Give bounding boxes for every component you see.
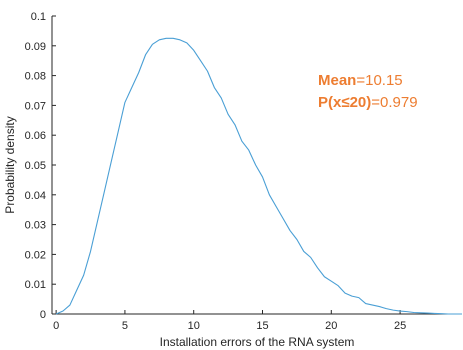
y-tick-label: 0.09 [25,41,46,53]
y-tick-label: 0.02 [25,249,46,261]
x-tick-label: 20 [325,320,337,332]
x-tick-label: 5 [122,320,128,332]
labels: Probability density Installation errors … [3,116,354,349]
y-tick-label: 0.07 [25,100,46,112]
ticks: 0 0.01 0.02 0.03 0.04 0.05 0.06 0.07 0.08 0.09 0.1… [25,11,407,332]
x-tick-label: 0 [53,320,59,332]
y-tick-label: 0.04 [25,190,46,202]
y-tick-label: 0.08 [25,71,46,83]
annotation-probability-key: P(x≤20) [318,94,371,111]
y-tick-label: 0.01 [25,279,46,291]
x-axis-label: Installation errors of the RNA system [160,335,355,349]
annotation-mean: Mean=10.15 [318,72,403,89]
series-layer [55,37,462,315]
y-axis-label: Probability density [3,116,17,213]
y-tick-label: 0.03 [25,220,46,232]
y-tick-label: 0.05 [25,160,46,172]
x-tick-label: 10 [188,320,200,332]
y-tick-label: 0.06 [25,130,46,142]
annotation-mean-value: =10.15 [356,72,402,89]
annotation-probability: P(x≤20)=0.979 [318,94,418,111]
annotation-probability-value: =0.979 [371,94,417,111]
x-tick-label: 15 [256,320,268,332]
y-tick-label: 0 [40,309,46,321]
annotations: Mean=10.15 P(x≤20)=0.979 [318,72,418,111]
axes [51,16,462,315]
y-tick-label: 0.1 [31,11,46,23]
x-tick-label: 25 [394,320,406,332]
pdf-curve [55,37,462,315]
annotation-mean-key: Mean [318,72,356,89]
